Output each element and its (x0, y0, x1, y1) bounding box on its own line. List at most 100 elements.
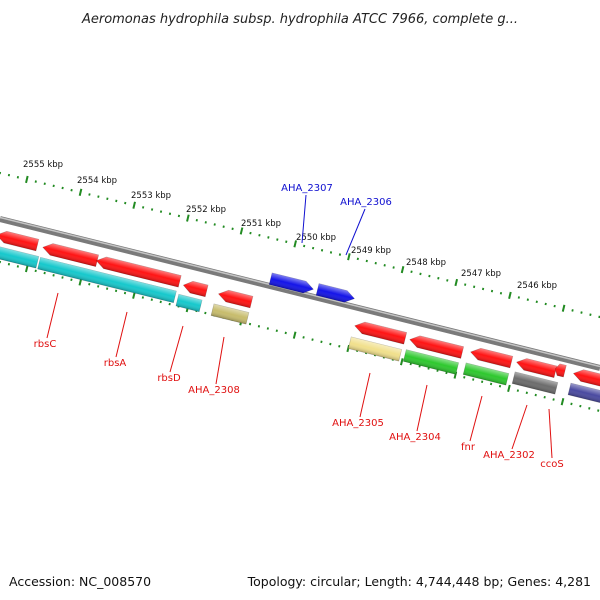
scale-tick (16, 176, 20, 179)
scale-tick (213, 223, 216, 226)
scale-tick (34, 269, 37, 273)
gene-feature[interactable] (0, 229, 40, 252)
gene-feature-AHA_2307[interactable] (268, 272, 315, 295)
scale-tick (392, 266, 395, 269)
gene-label-rbsD[interactable]: rbsD (157, 373, 181, 384)
scale-tick (177, 214, 181, 218)
gene-feature[interactable] (515, 356, 558, 379)
gene-label-ccoS[interactable]: ccoS (540, 459, 563, 470)
scale-tick (43, 182, 46, 186)
scale-tick (410, 270, 413, 274)
gene-label-AHA_2308[interactable]: AHA_2308 (188, 385, 240, 396)
gene-feature[interactable] (462, 362, 510, 386)
scale-tick (7, 173, 11, 177)
gene-feature[interactable] (182, 279, 209, 298)
scale-tick (168, 212, 172, 216)
scale-tick (597, 409, 600, 412)
scale-tick (418, 364, 421, 368)
gene-label-rbsC[interactable]: rbsC (34, 339, 57, 350)
scale-tick (560, 398, 565, 406)
scale-tick (534, 393, 537, 397)
leader-line (469, 395, 483, 442)
gene-label-AHA_2304[interactable]: AHA_2304 (389, 432, 441, 443)
leader-line (511, 404, 528, 450)
gene-feature[interactable] (554, 363, 567, 378)
scale-tick (436, 369, 439, 372)
gene-feature[interactable] (408, 334, 465, 359)
scale-tick (446, 279, 449, 282)
scale-tick (303, 244, 306, 248)
scale-tick (204, 311, 207, 315)
scale-tick (507, 384, 511, 393)
scale-tick (553, 304, 556, 308)
gene-feature[interactable] (95, 255, 182, 288)
gene-label-AHA_2305[interactable]: AHA_2305 (332, 418, 384, 429)
scale-tick (338, 344, 341, 348)
gene-label-AHA_2306[interactable]: AHA_2306 (340, 197, 392, 208)
scale-tick (428, 274, 431, 278)
scale-tick (168, 302, 171, 306)
gene-label-fnr[interactable]: fnr (461, 442, 476, 453)
scale-tick (239, 227, 244, 235)
gene-feature[interactable] (353, 320, 408, 345)
gene-feature[interactable] (37, 256, 177, 304)
gene-label-AHA_2307[interactable]: AHA_2307 (281, 183, 333, 194)
scale-tick (293, 240, 298, 248)
gene-feature[interactable] (175, 293, 203, 313)
scale-tick (292, 331, 297, 339)
leader-line (416, 384, 428, 432)
scale-tick (472, 378, 475, 381)
scale-label: 2552 kbp (186, 205, 226, 215)
scale-tick (498, 384, 502, 388)
scale-tick (159, 300, 162, 304)
scale-tick (517, 296, 520, 299)
gene-feature[interactable] (347, 336, 403, 362)
scale-tick (490, 289, 494, 293)
gene-feature[interactable] (0, 245, 40, 269)
scale-tick (88, 193, 91, 196)
scale-tick (464, 283, 467, 286)
scale-tick (552, 398, 555, 401)
scale-tick (338, 253, 342, 256)
scale-tick (150, 298, 153, 301)
scale-tick (489, 382, 493, 386)
scale-tick (543, 395, 546, 399)
scale-tick (115, 199, 118, 203)
scale-tick (346, 344, 351, 353)
scale-tick (106, 287, 109, 290)
gene-label-AHA_2302[interactable]: AHA_2302 (483, 450, 535, 461)
scale-tick (588, 407, 591, 410)
gene-feature[interactable] (511, 371, 559, 395)
scale-tick (419, 272, 422, 276)
scale-tick (258, 233, 261, 237)
scale-tick (320, 340, 323, 344)
scale-tick (88, 282, 91, 286)
gene-feature-AHA_2306[interactable] (315, 283, 356, 305)
gene-feature[interactable] (402, 349, 460, 375)
scale-tick (142, 206, 145, 209)
gene-feature[interactable] (217, 288, 254, 309)
scale-tick (284, 331, 287, 335)
gene-feature[interactable] (210, 303, 250, 325)
leader-line (169, 325, 184, 373)
scale-tick (526, 298, 529, 301)
scale-tick (204, 221, 207, 224)
scale-tick (427, 367, 430, 370)
scale-tick (222, 225, 225, 228)
leader-line (115, 311, 128, 358)
scale-tick (249, 231, 252, 235)
scale-label: 2546 kbp (517, 281, 557, 291)
scale-tick (123, 291, 127, 295)
gene-label-rbsA[interactable]: rbsA (104, 358, 127, 369)
scale-tick (463, 376, 466, 379)
scale-tick (302, 336, 305, 339)
gene-feature[interactable] (41, 241, 99, 267)
gene-feature[interactable] (572, 368, 600, 387)
gene-feature[interactable] (567, 382, 600, 404)
scale-tick (132, 201, 136, 209)
gene-feature[interactable] (469, 346, 514, 369)
scale-tick (70, 188, 73, 192)
scale-tick (248, 322, 252, 326)
scale-label: 2553 kbp (131, 191, 171, 201)
scale-tick (544, 302, 547, 306)
